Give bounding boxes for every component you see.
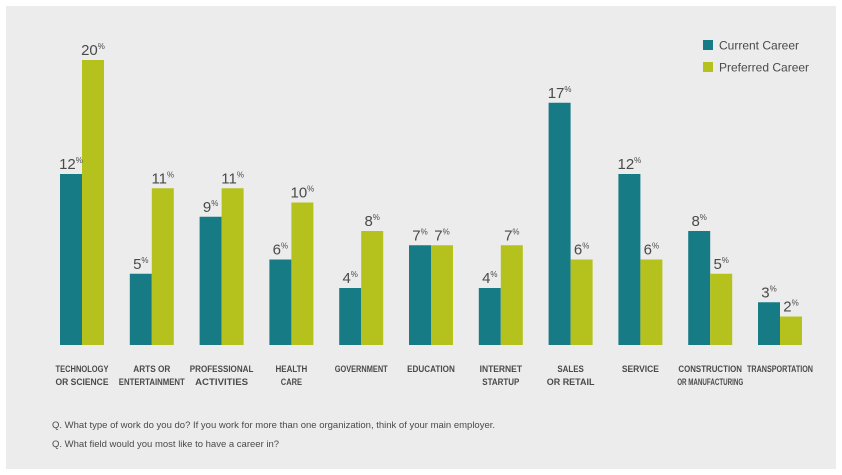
value-label-current-4: 4%	[342, 270, 357, 287]
value-label-preferred-10: 2%	[783, 299, 798, 316]
value-label-preferred-9: 5%	[713, 256, 728, 273]
legend-label-0: Current Career	[719, 39, 799, 53]
value-label-current-9: 8%	[691, 213, 706, 230]
legend-label-1: Preferred Career	[719, 61, 809, 75]
value-label-preferred-8: 6%	[644, 242, 659, 259]
category-labels-group: TECHNOLOGY OR SCIENCE ARTS OR ENTERTAINMENT…	[56, 364, 814, 387]
value-label-preferred-1: 11%	[151, 170, 174, 187]
value-label-current-1: 5%	[133, 256, 148, 273]
chart-panel: 12% 20% 5% 11% 9% 11% 6% 10% 4% 8% 7% 7% 4% 7% 17% 6% 12…	[6, 6, 836, 469]
category-label-5-line-0: EDUCATION	[407, 364, 455, 374]
value-label-preferred-2: 11%	[221, 170, 244, 187]
value-label-preferred-0: 20%	[81, 42, 105, 59]
value-label-current-5: 7%	[412, 227, 427, 244]
category-label-0-line-0: TECHNOLOGY	[56, 364, 109, 374]
category-label-4-line-0: GOVERNMENT	[335, 364, 388, 374]
bar-preferred-5	[431, 245, 453, 345]
question-preferred-career: Q. What field would you most like to hav…	[52, 439, 280, 450]
bar-current-8	[618, 174, 641, 345]
bar-current-3	[269, 259, 292, 345]
bar-preferred-7	[570, 259, 593, 345]
value-label-current-3: 6%	[273, 242, 288, 259]
category-label-7-line-1: OR RETAIL	[547, 377, 595, 387]
bar-current-9	[688, 231, 711, 345]
value-label-preferred-7: 6%	[574, 242, 589, 259]
bar-preferred-4	[361, 231, 384, 345]
value-labels-group: 12%20%5%11%9%11%6%10%4%8%7% 7%4%7%17%6%12…	[59, 42, 799, 316]
legend: Current Career Preferred Career	[703, 39, 809, 75]
value-label-current-6: 4%	[482, 270, 497, 287]
bar-current-0	[60, 174, 82, 345]
bar-preferred-1	[151, 188, 174, 345]
category-label-3-line-1: CARE	[281, 377, 302, 387]
legend-swatch-1	[703, 62, 713, 72]
bar-current-7	[548, 102, 571, 345]
category-label-0-line-1: OR SCIENCE	[56, 377, 109, 387]
bars-group	[60, 60, 802, 345]
category-label-9-line-1: OR MANUFACTURING	[677, 377, 743, 387]
value-label-current-7: 17%	[548, 85, 572, 102]
question-footnotes: Q. What type of work do you do? If you w…	[52, 416, 495, 454]
bar-preferred-10	[780, 316, 802, 345]
bar-preferred-9	[710, 273, 733, 345]
bar-current-1	[129, 273, 152, 345]
career-bar-chart: 12%20%5%11%9%11%6%10%4%8%7% 7%4%7%17%6%12…	[56, 39, 814, 388]
category-label-10-line-0: TRANSPORTATION	[747, 364, 813, 374]
question-current-career: Q. What type of work do you do? If you w…	[52, 420, 496, 431]
category-label-1-line-0: ARTS OR	[133, 364, 171, 374]
category-label-1-line-1: ENTERTAINMENT	[119, 377, 185, 387]
bar-current-2	[199, 216, 222, 345]
value-label-preferred-6: 7%	[504, 227, 519, 244]
category-label-2-line-1: ACTIVITIES	[195, 377, 248, 387]
bar-current-10	[758, 302, 780, 345]
value-label-preferred-5: 7%	[434, 227, 449, 244]
bar-preferred-3	[291, 202, 314, 345]
bar-preferred-8	[640, 259, 663, 345]
value-label-current-0: 12%	[59, 156, 83, 173]
bar-current-6	[478, 288, 501, 345]
value-label-current-2: 9%	[203, 199, 218, 216]
category-label-6-line-1: STARTUP	[482, 377, 519, 387]
value-label-preferred-4: 8%	[364, 213, 379, 230]
bar-preferred-6	[500, 245, 523, 345]
category-label-7-line-0: SALES	[557, 364, 584, 374]
bar-current-5	[409, 245, 431, 345]
category-label-2-line-0: PROFESSIONAL	[190, 364, 254, 374]
bar-preferred-2	[221, 188, 244, 345]
category-label-6-line-0: INTERNET	[480, 364, 523, 374]
bar-preferred-0	[82, 60, 104, 345]
value-label-current-8: 12%	[617, 156, 641, 173]
value-label-current-10: 3%	[761, 284, 776, 301]
category-label-8-line-0: SERVICE	[622, 364, 659, 374]
category-label-3-line-0: HEALTH	[276, 364, 308, 374]
bar-current-4	[339, 288, 362, 345]
legend-swatch-0	[703, 40, 713, 50]
category-label-9-line-0: CONSTRUCTION	[678, 364, 742, 374]
value-label-preferred-3: 10%	[290, 185, 314, 202]
